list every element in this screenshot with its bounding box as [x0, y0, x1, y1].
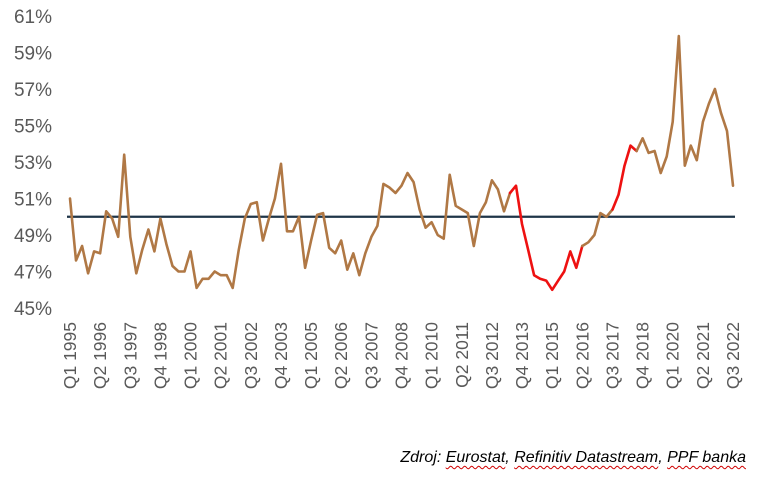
x-tick-label: Q3 2002 — [241, 322, 261, 389]
source-note: Zdroj: Eurostat, Refinitiv Datastream, P… — [400, 449, 746, 467]
x-tick-label: Q4 2003 — [271, 322, 291, 389]
series-highlight-segment — [508, 184, 584, 292]
x-tick-label: Q1 2015 — [542, 322, 562, 389]
source-eurostat: Eurostat — [445, 449, 506, 466]
x-tick-label: Q3 2007 — [361, 322, 381, 389]
x-tick-label: Q3 2022 — [723, 322, 743, 389]
series-segment — [581, 208, 614, 248]
y-tick-label: 51% — [14, 190, 52, 211]
source-sep-1: , — [505, 449, 515, 466]
x-tick-label: Q4 2008 — [392, 322, 412, 389]
x-tick-label: Q2 2006 — [331, 322, 351, 389]
x-tick-label: Q3 2012 — [482, 322, 502, 389]
x-tick-label: Q1 2020 — [663, 322, 683, 389]
source-sep-2: , — [658, 449, 668, 466]
y-tick-label: 47% — [14, 263, 52, 284]
x-tick-label: Q1 2005 — [301, 322, 321, 389]
x-tick-label: Q2 2011 — [452, 322, 472, 388]
y-tick-label: 53% — [14, 153, 52, 174]
series-line — [68, 34, 735, 292]
x-tick-label: Q2 2001 — [211, 322, 231, 389]
y-axis: 61% 59% 57% 55% 53% 51% 49% 47% 45% — [14, 7, 52, 320]
x-tick-label: Q3 1997 — [120, 322, 140, 389]
x-axis: Q1 1995 Q2 1996 Q3 1997 Q4 1998 Q1 2000 Q2 20… — [60, 322, 743, 389]
x-tick-label: Q4 2013 — [512, 322, 532, 389]
y-tick-label: 49% — [14, 226, 52, 247]
y-tick-label: 57% — [14, 80, 52, 101]
source-ppf: PPF banka — [667, 449, 746, 466]
series-segment — [68, 153, 512, 290]
x-tick-label: Q1 1995 — [60, 322, 80, 389]
x-tick-label: Q3 2017 — [603, 322, 623, 389]
x-tick-label: Q1 2000 — [181, 322, 201, 389]
x-tick-label: Q2 1996 — [90, 322, 110, 389]
x-tick-label: Q2 2016 — [572, 322, 592, 389]
x-tick-label: Q1 2010 — [422, 322, 442, 389]
x-tick-label: Q2 2021 — [693, 322, 713, 389]
y-tick-label: 59% — [14, 44, 52, 65]
y-tick-label: 61% — [14, 7, 52, 28]
y-tick-label: 45% — [14, 299, 52, 320]
series-segment — [635, 34, 735, 187]
source-refinitiv: Refinitiv Datastream — [514, 449, 659, 466]
series-highlight-segment — [611, 144, 638, 211]
x-tick-label: Q4 2018 — [633, 322, 653, 389]
x-tick-label: Q4 1998 — [150, 322, 170, 389]
source-prefix: Zdroj: — [400, 449, 446, 466]
y-tick-label: 55% — [14, 117, 52, 138]
